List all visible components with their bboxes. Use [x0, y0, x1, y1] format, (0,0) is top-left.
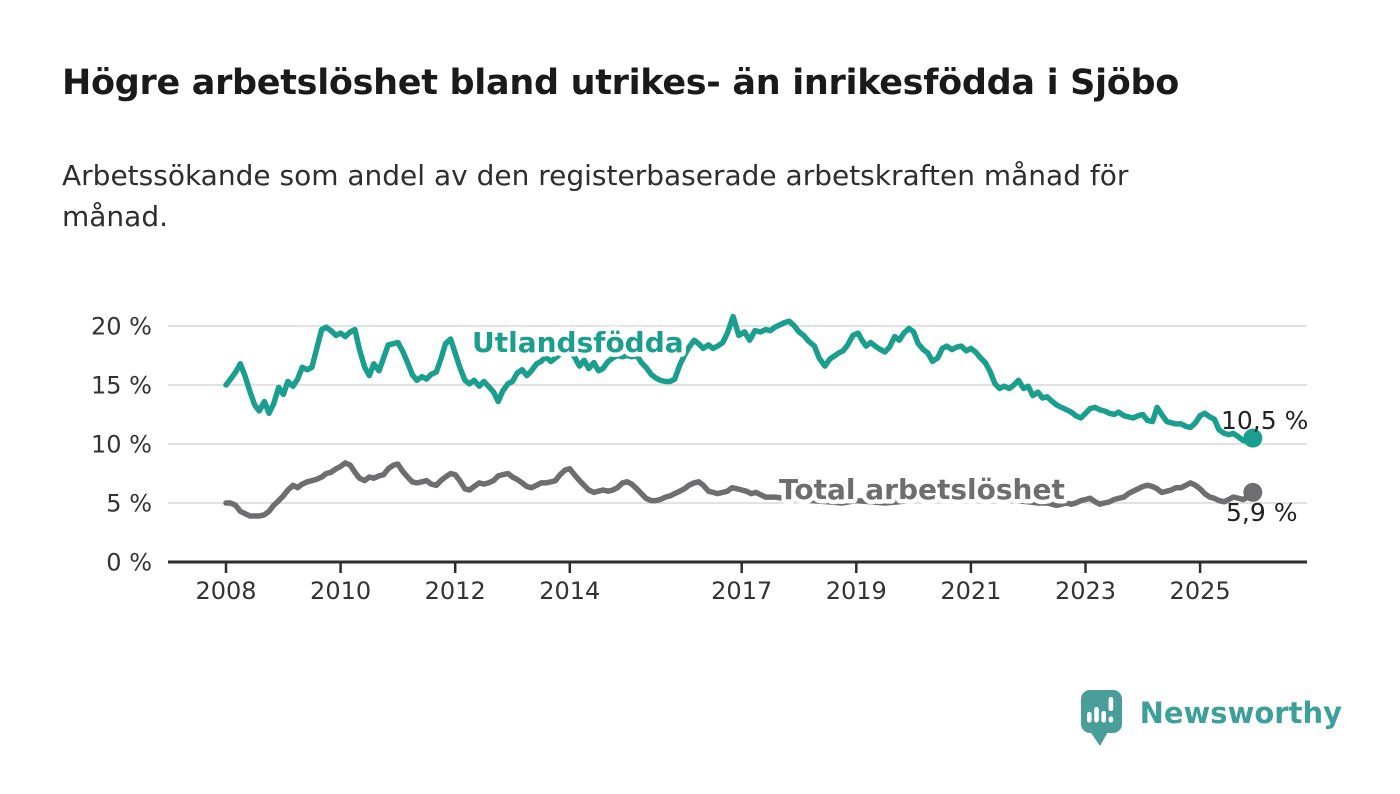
- chart-subtitle: Arbetssökande som andel av den registerb…: [62, 159, 1129, 234]
- series-line-total-arbetsl-shet: [223, 460, 1256, 519]
- newsworthy-logo: Newsworthy: [1080, 688, 1342, 750]
- end-label-total: 5,9 %: [1226, 498, 1297, 527]
- series-label-total: Total arbetslöshet: [779, 473, 1065, 506]
- x-tick-label-2025: 2025: [1170, 577, 1231, 605]
- y-tick-label-5: 5 %: [106, 490, 152, 518]
- x-tick-label-2012: 2012: [425, 577, 486, 605]
- newsworthy-brand-text: Newsworthy: [1139, 696, 1342, 730]
- x-tick-label-2023: 2023: [1055, 577, 1116, 605]
- x-tick-label-2010: 2010: [310, 577, 371, 605]
- y-tick-label-0: 0 %: [106, 549, 152, 577]
- newsworthy-logo-icon: [1080, 690, 1122, 746]
- x-tick-label-2019: 2019: [826, 577, 887, 605]
- end-dot-utlandsfodda: [1243, 428, 1263, 448]
- x-tick-label-2017: 2017: [711, 577, 772, 605]
- x-tick-label-2014: 2014: [539, 577, 600, 605]
- end-label-utlandsfodda: 10,5 %: [1221, 406, 1308, 435]
- y-tick-label-15: 15 %: [91, 372, 152, 400]
- y-tick-label-20: 20 %: [91, 313, 152, 341]
- series-label-utlandsfodda: Utlandsfödda: [472, 326, 684, 359]
- series-line-utlandsf-dda: [223, 313, 1256, 445]
- x-tick-label-2008: 2008: [195, 577, 256, 605]
- x-tick-label-2021: 2021: [940, 577, 1001, 605]
- y-tick-label-10: 10 %: [91, 431, 152, 459]
- end-dot-total: [1243, 482, 1263, 502]
- chart-title: Högre arbetslöshet bland utrikes- än inr…: [62, 63, 1180, 103]
